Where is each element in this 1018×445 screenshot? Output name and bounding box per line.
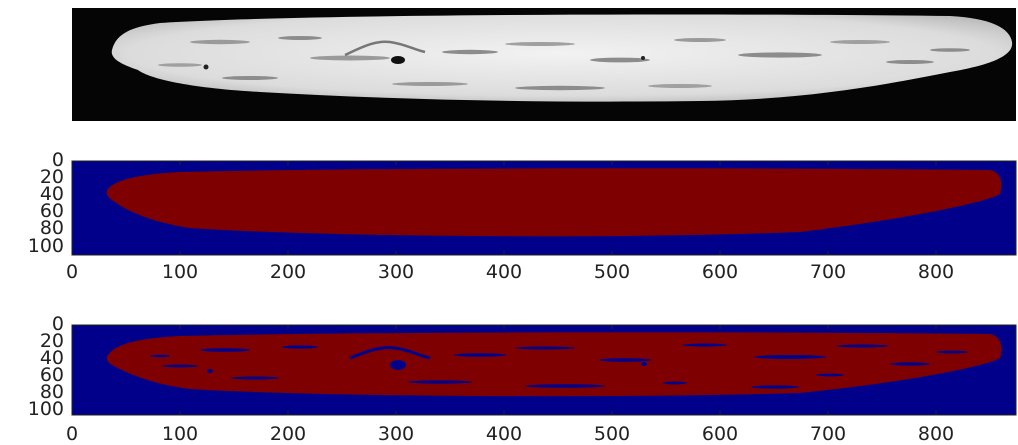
axis-frame: [71, 160, 1017, 256]
y-tick-label: 0: [52, 149, 64, 171]
mask-holes: [150, 343, 968, 389]
x-tick-label: 0: [66, 423, 78, 445]
micrograph-panel: [72, 8, 1016, 121]
y-tick-label: 100: [28, 235, 64, 257]
x-tick-label: 800: [918, 423, 954, 445]
x-tick-label: 400: [486, 423, 522, 445]
y-tick-label: 40: [40, 347, 64, 369]
x-tick-label: 400: [486, 261, 522, 283]
x-tick-label: 100: [162, 261, 198, 283]
mask-foreground: [106, 168, 1002, 237]
x-tick-marks: [71, 161, 937, 255]
x-tick-label: 300: [378, 423, 414, 445]
x-tick-label: 100: [162, 423, 198, 445]
x-tick-label: 600: [702, 261, 738, 283]
pore-dark-1: [391, 56, 405, 64]
x-tick-label: 300: [378, 261, 414, 283]
pore-dark-2: [203, 64, 209, 70]
x-tick-label: 800: [918, 261, 954, 283]
y-tick-labels: 0 20 40 60 80 100: [28, 313, 64, 420]
y-tick-label: 80: [40, 217, 64, 239]
x-tick-label: 200: [270, 261, 306, 283]
grain-shape: [111, 14, 1013, 102]
mask-foreground: [106, 332, 1002, 397]
pore-dark-3: [641, 56, 645, 60]
x-tick-labels: 0 100 200 300 400 500 600 700 800: [66, 261, 954, 283]
y-tick-label: 100: [28, 398, 64, 420]
x-tick-label: 700: [810, 261, 846, 283]
mask-panel-noisy: 0 20 40 60 80 100 0 100 200 300 400 500 …: [28, 313, 1017, 445]
x-tick-marks: [71, 325, 937, 415]
x-tick-labels: 0 100 200 300 400 500 600 700 800: [66, 423, 954, 445]
x-tick-label: 500: [594, 261, 630, 283]
x-tick-label: 500: [594, 423, 630, 445]
y-tick-label: 20: [40, 330, 64, 352]
y-tick-label: 0: [52, 313, 64, 335]
x-tick-label: 600: [702, 423, 738, 445]
x-tick-label: 0: [66, 261, 78, 283]
y-tick-label: 40: [40, 183, 64, 205]
y-tick-labels: 0 20 40 60 80 100: [28, 149, 64, 257]
y-tick-label: 60: [40, 200, 64, 222]
y-tick-label: 80: [40, 381, 64, 403]
x-tick-label: 200: [270, 423, 306, 445]
mask-panel-smooth: 0 20 40 60 80 100 0 100 200 300 400 500 …: [28, 149, 1017, 283]
x-tick-label: 700: [810, 423, 846, 445]
y-tick-label: 20: [40, 166, 64, 188]
grain-texture: [158, 36, 970, 91]
y-tick-label: 60: [40, 364, 64, 386]
axis-frame: [71, 324, 1017, 416]
